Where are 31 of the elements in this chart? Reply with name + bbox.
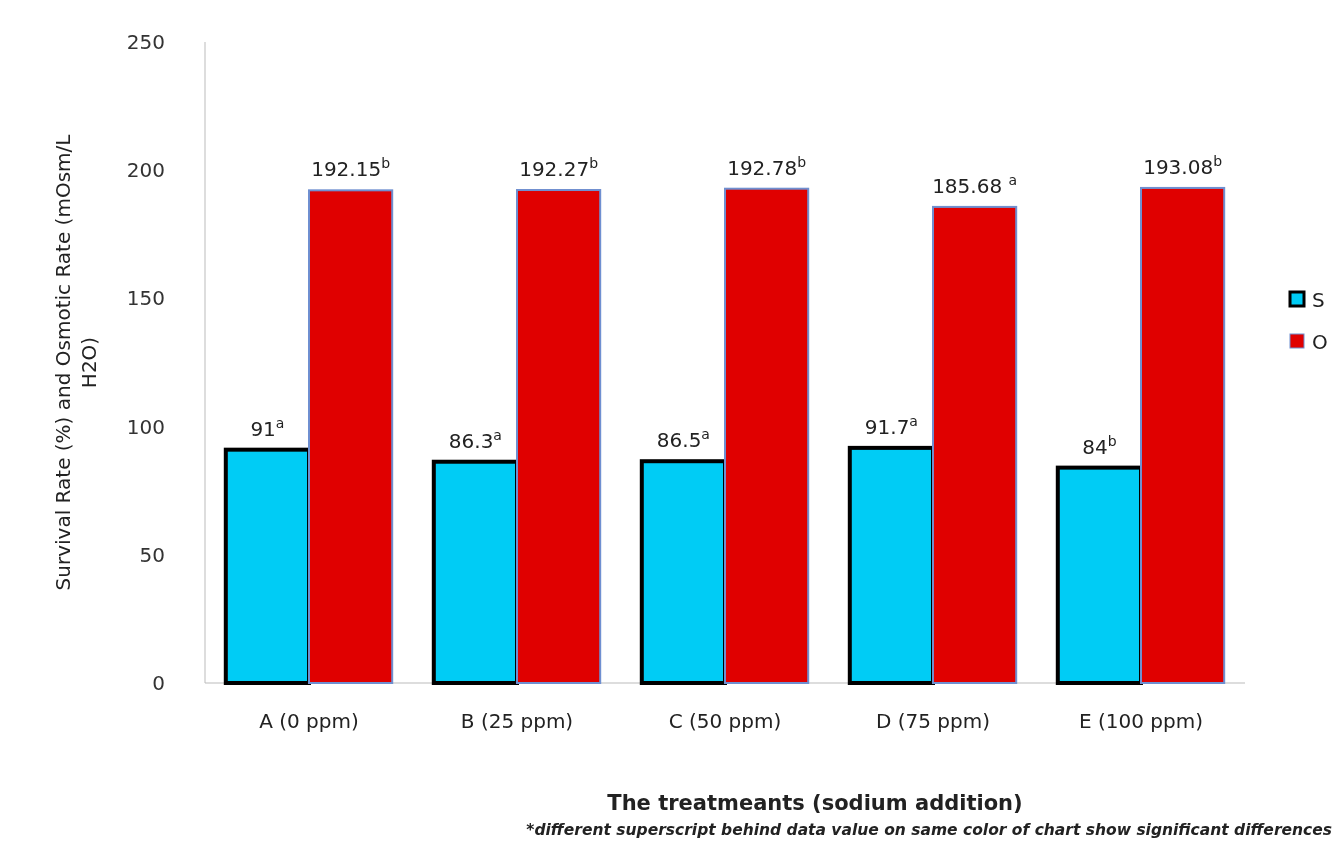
data-label: 192.27$^{b}$ [519,155,599,182]
y-tick-label: 100 [126,414,165,439]
data-label: 192.78$^{b}$ [727,153,807,180]
data-label: 86.5$^{a}$ [656,426,710,453]
text: *different superscript behind data value on same color of chart show significant differences [526,821,1332,839]
x-tick-label: E (100 ppm) [1078,709,1204,733]
y-tick-label: 200 [126,158,165,183]
x-tick-label: B (25 ppm) [460,709,574,733]
data-label: 193.08$^{b}$ [1143,152,1223,179]
legend-label: S [1312,288,1325,312]
data-label: 91$^{a}$ [250,414,285,441]
x-tick-label: D (75 ppm) [875,709,991,733]
data-label: 185.68 $^{a}$ [932,171,1018,198]
y-tick-label: 50 [139,542,165,567]
bar [308,189,394,684]
x-tick-label: A (0 ppm) [259,709,359,733]
bar [932,205,1018,684]
data-label: 192.15$^{b}$ [311,155,391,182]
legend-label: O [1312,330,1328,354]
data-label: 91.7$^{a}$ [864,412,918,439]
bar [724,187,810,684]
y-tick-label: 250 [126,30,165,54]
y-tick-label: 0 [152,671,165,695]
data-label: 84$^{b}$ [1082,432,1117,459]
x-tick-label: C (50 ppm) [668,709,782,733]
bar [516,189,602,684]
x-axis-title: The treatmeants (sodium addition) [607,791,1023,815]
data-label: 86.3$^{a}$ [448,426,502,453]
y-tick-label: 150 [126,286,165,311]
y-axis-title: Survival Rate (%) and Osmotic Rate (mOsm/L H2O) [51,133,101,591]
bar [1140,186,1226,684]
